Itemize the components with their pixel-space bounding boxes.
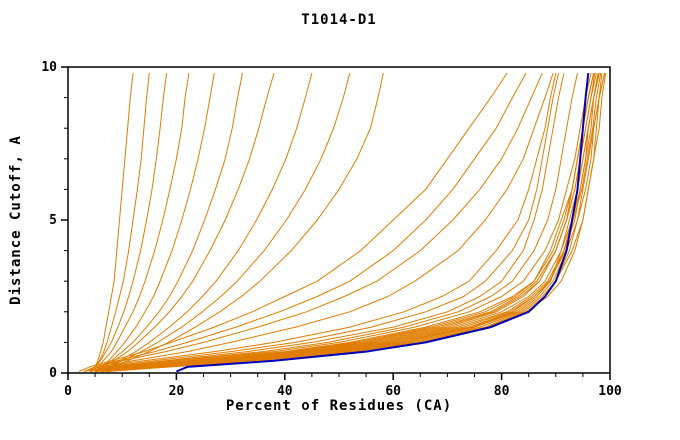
model-curve (84, 72, 527, 372)
model-curve (89, 73, 134, 372)
x-tick-label: 40 (277, 384, 293, 399)
model-curve (97, 72, 313, 372)
model-curve (89, 72, 559, 372)
model-curve (95, 72, 600, 372)
model-curve (105, 72, 606, 372)
model-curve (94, 73, 215, 372)
model-curve (89, 72, 592, 372)
y-tick-label: 0 (49, 366, 57, 381)
model-curve (95, 73, 596, 372)
model-curve (95, 72, 595, 372)
model-curve (100, 73, 599, 372)
model-curve (84, 72, 557, 372)
model-curve (89, 72, 565, 372)
y-tick-label: 5 (49, 213, 57, 228)
model-curve (97, 72, 351, 372)
x-tick-label: 60 (385, 384, 401, 399)
model-curve (100, 73, 602, 372)
model-curve (105, 73, 607, 372)
x-tick-label: 100 (598, 384, 622, 399)
model-curve (92, 73, 190, 372)
model-curve (84, 72, 554, 372)
y-tick-label: 10 (41, 60, 57, 75)
model-curve (94, 72, 275, 372)
model-curve (89, 73, 168, 372)
model-curve (100, 72, 384, 372)
model-curve (84, 72, 543, 372)
x-tick-label: 0 (64, 384, 72, 399)
x-tick-label: 80 (494, 384, 510, 399)
model-curve (89, 73, 150, 372)
highlighted-model-curve (176, 72, 590, 373)
x-axis-label: Percent of Residues (CA) (225, 398, 453, 414)
plot-title: T1014-D1 (301, 12, 377, 28)
model-curve (89, 72, 578, 372)
model-curve (100, 73, 603, 372)
model-curve (94, 73, 243, 372)
x-tick-label: 20 (169, 384, 185, 399)
